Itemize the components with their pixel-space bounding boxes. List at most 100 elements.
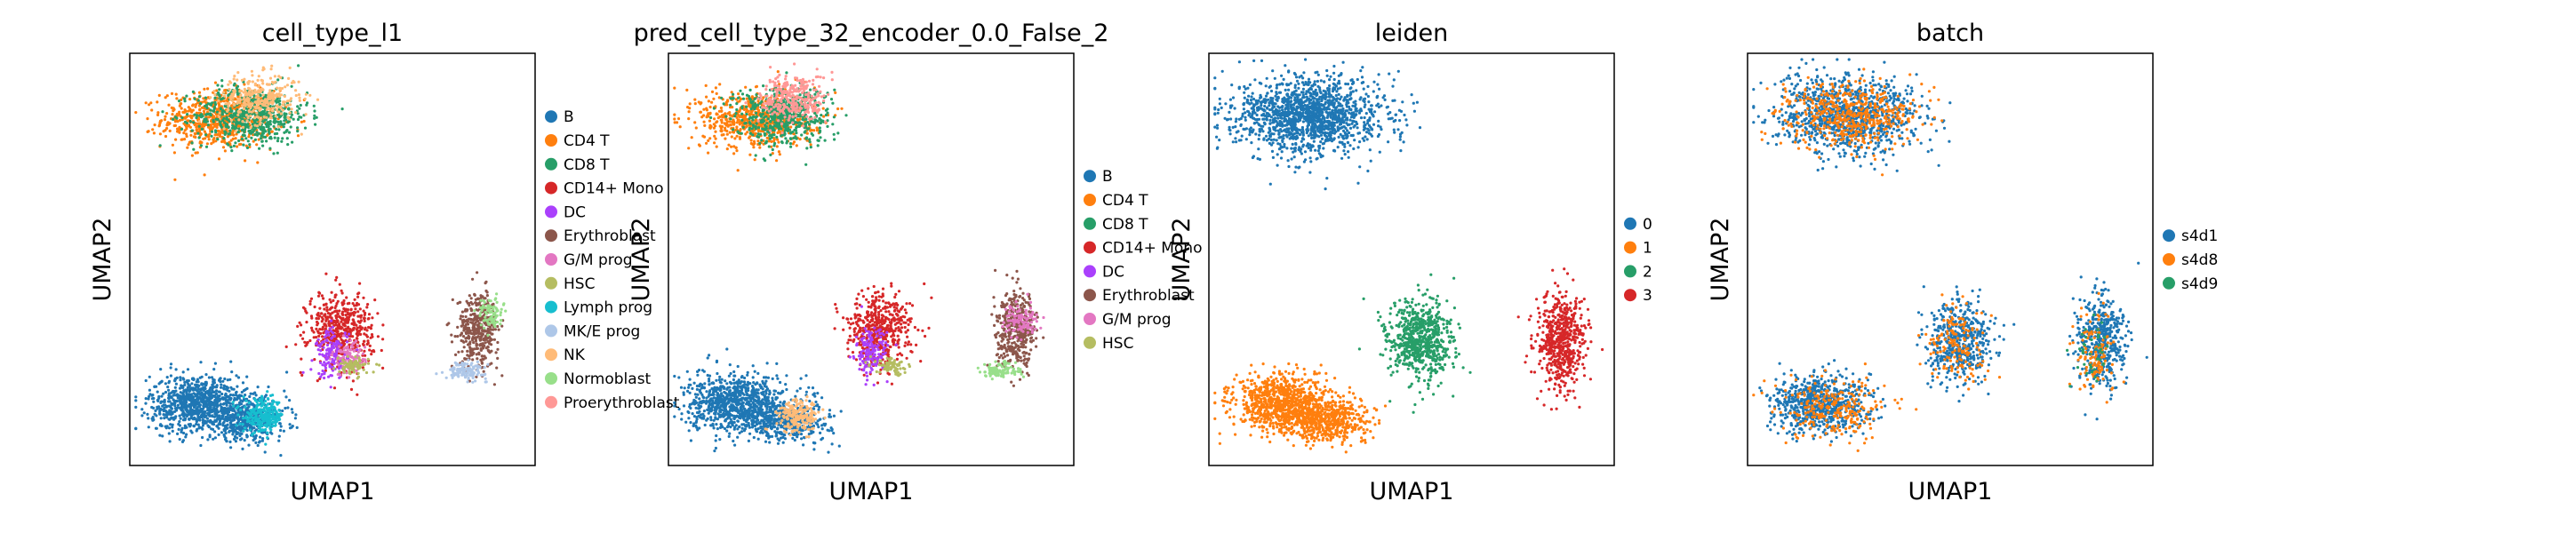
cell-point xyxy=(294,89,297,91)
cell-point xyxy=(356,377,359,379)
cell-point xyxy=(239,143,242,146)
cell-point xyxy=(278,99,281,102)
cell-point xyxy=(182,131,185,134)
cell-point xyxy=(151,394,154,396)
cell-point xyxy=(159,144,162,147)
cell-point xyxy=(204,416,206,418)
cell-point xyxy=(134,427,137,430)
cell-point xyxy=(225,117,228,120)
cell-point xyxy=(337,300,340,303)
cell-point xyxy=(225,102,228,105)
cell-point xyxy=(320,312,323,314)
cell-point xyxy=(481,354,484,357)
cell-point xyxy=(323,361,325,363)
cell-point xyxy=(189,109,192,112)
cell-point xyxy=(184,403,187,406)
legend-marker xyxy=(545,372,557,385)
cell-point xyxy=(279,454,282,457)
cell-point xyxy=(223,385,226,387)
cell-point xyxy=(338,309,340,312)
cell-point xyxy=(221,113,224,115)
cell-point xyxy=(338,370,340,373)
cell-point xyxy=(233,77,236,80)
cell-point xyxy=(184,435,187,438)
cell-point xyxy=(356,348,358,351)
cell-point xyxy=(179,378,181,381)
cell-point xyxy=(326,344,329,346)
cell-point xyxy=(255,112,258,115)
cell-point xyxy=(351,346,354,348)
cell-point xyxy=(164,118,166,121)
cell-point xyxy=(159,132,162,135)
cell-point xyxy=(170,362,172,365)
cell-point xyxy=(466,328,468,330)
cell-point xyxy=(145,397,148,400)
cell-point xyxy=(300,116,302,119)
cell-point xyxy=(231,127,234,130)
cell-point xyxy=(186,122,188,124)
panel-pred-cell-type: pred_cell_type_32_encoder_0.0_False_2 UM… xyxy=(628,20,1202,505)
cell-point xyxy=(172,390,175,393)
cell-point xyxy=(471,278,474,281)
cell-point xyxy=(462,367,465,370)
legend-label: CD4 T xyxy=(564,132,610,150)
cell-point xyxy=(240,90,243,92)
cell-point xyxy=(199,403,202,406)
cell-point xyxy=(167,418,170,420)
cell-point xyxy=(272,418,275,420)
cell-point xyxy=(231,131,234,133)
cell-point xyxy=(367,326,370,329)
cell-point xyxy=(239,93,242,96)
cell-point xyxy=(362,353,364,355)
cell-point xyxy=(344,331,347,334)
cell-point xyxy=(752,146,755,148)
cell-point xyxy=(191,155,194,157)
cell-point xyxy=(160,425,163,427)
cell-point xyxy=(243,389,245,392)
cell-point xyxy=(276,139,279,142)
cell-point xyxy=(286,84,289,86)
cell-point xyxy=(260,411,262,414)
cell-point xyxy=(712,98,715,100)
cell-point xyxy=(156,391,159,394)
cell-point xyxy=(198,91,201,94)
cell-point xyxy=(267,386,269,388)
cell-point xyxy=(325,317,328,320)
cell-point xyxy=(280,112,283,115)
cell-point xyxy=(174,124,177,127)
cell-point xyxy=(291,114,293,116)
cell-point xyxy=(256,134,259,137)
cell-point xyxy=(163,407,165,410)
cell-point xyxy=(235,392,237,394)
cell-point xyxy=(466,319,468,322)
cell-point xyxy=(198,391,201,394)
cell-point xyxy=(484,366,486,369)
cell-point xyxy=(207,123,210,126)
cell-point xyxy=(483,299,485,302)
cell-point xyxy=(251,90,253,92)
cell-point xyxy=(284,395,287,398)
legend-marker xyxy=(545,396,557,409)
cell-point xyxy=(227,413,229,416)
cell-point xyxy=(164,391,167,394)
cell-point xyxy=(236,71,239,74)
cell-point xyxy=(291,107,293,110)
cell-point xyxy=(269,95,272,98)
cell-point xyxy=(183,111,186,114)
cell-point xyxy=(463,357,466,360)
cell-point xyxy=(190,414,193,417)
cell-point xyxy=(484,341,487,344)
cell-point xyxy=(226,427,228,430)
cell-point xyxy=(232,394,235,396)
cell-point xyxy=(372,349,375,352)
cell-point xyxy=(237,131,240,133)
cell-point xyxy=(357,320,360,322)
cell-point xyxy=(166,386,169,388)
cell-point xyxy=(357,351,360,354)
cell-point xyxy=(476,369,478,371)
cell-point xyxy=(248,395,251,398)
cell-point xyxy=(192,103,195,106)
cell-point xyxy=(336,313,339,315)
cell-point xyxy=(199,141,202,144)
cell-point xyxy=(169,393,172,395)
